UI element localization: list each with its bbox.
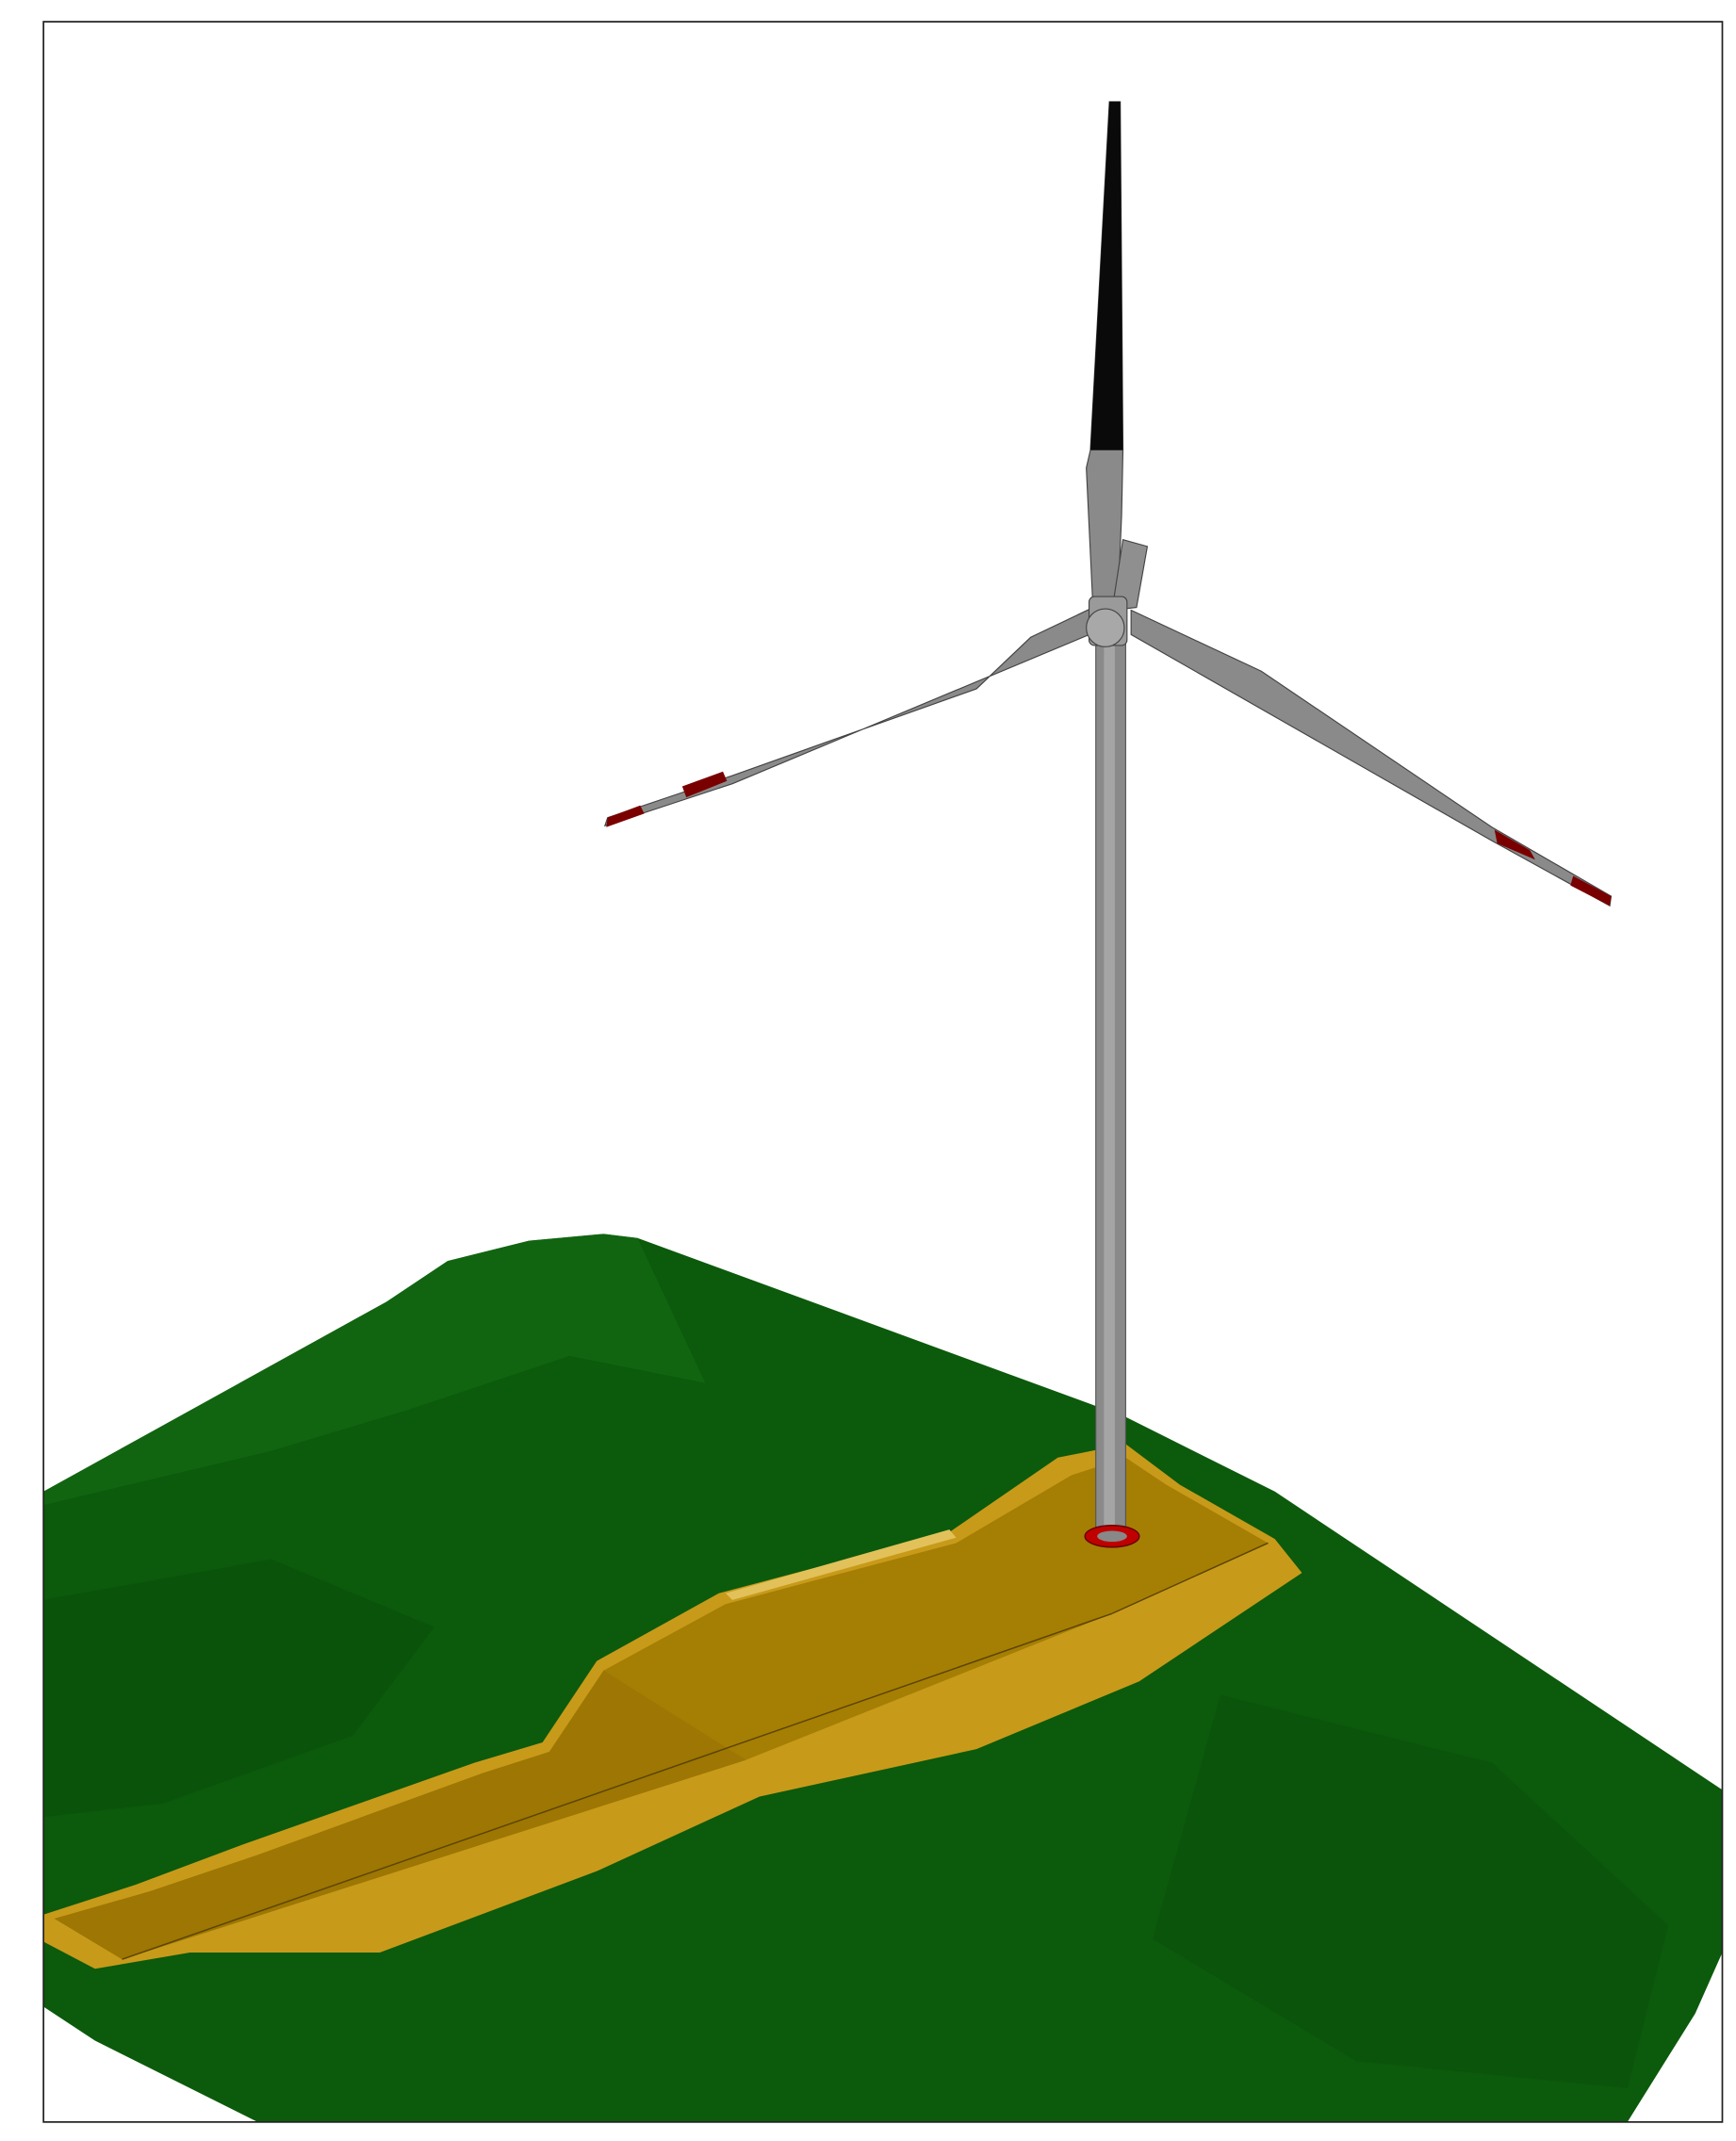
tower-highlight: [1104, 637, 1115, 1539]
page: [0, 0, 1736, 2141]
hub: [1087, 609, 1124, 646]
tower-foot: [1097, 1531, 1127, 1543]
render-view: [0, 0, 1736, 2141]
